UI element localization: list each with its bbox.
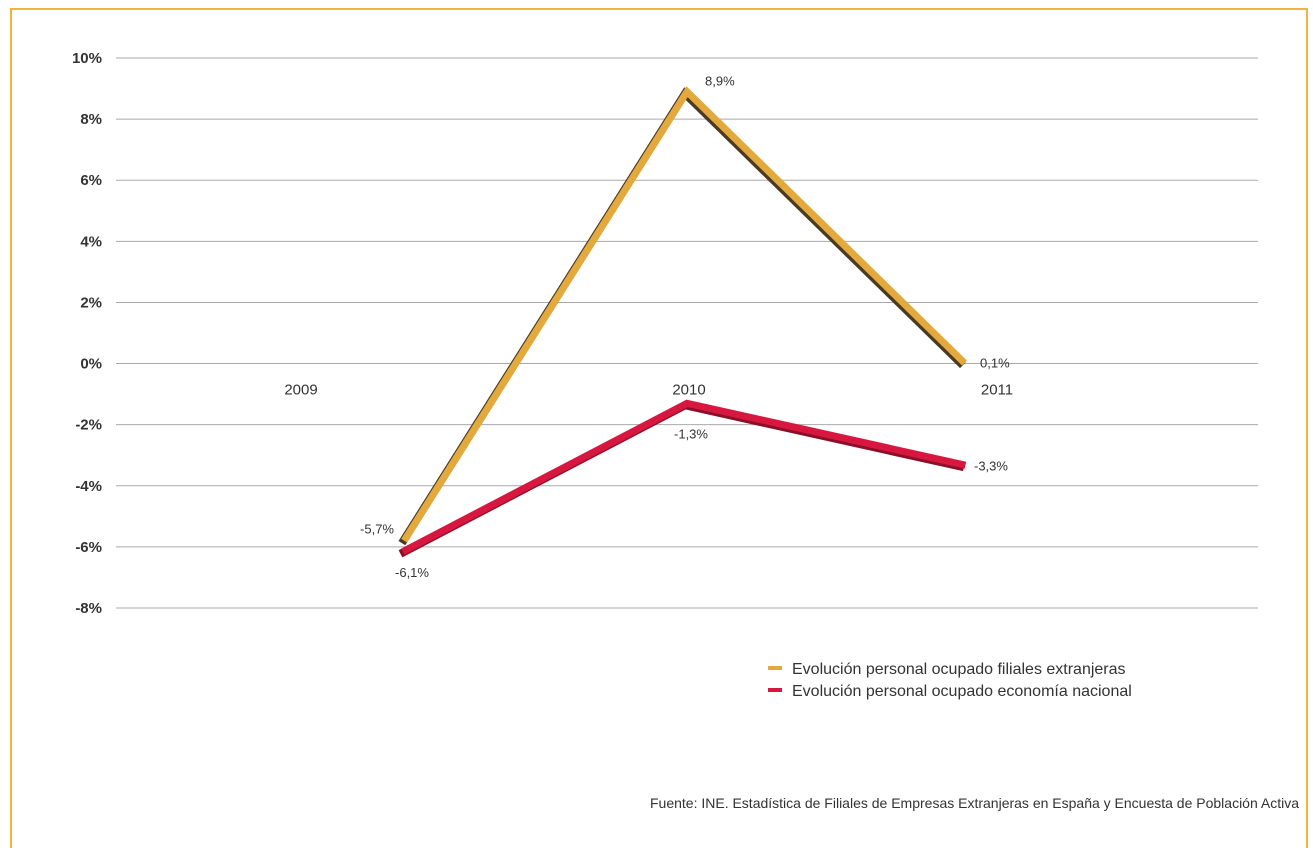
y-tick-label: 6% (80, 172, 102, 189)
series-group (398, 86, 967, 558)
data-point (961, 463, 963, 466)
x-tick-label: 2009 (284, 382, 317, 399)
y-tick-label: 2% (80, 294, 102, 311)
y-tick-label: 10% (72, 50, 102, 67)
series-line (401, 399, 967, 555)
y-tick-label: -2% (75, 417, 102, 434)
data-point (405, 536, 407, 539)
data-point (686, 402, 688, 405)
legend: Evolución personal ocupado filiales extr… (768, 661, 1132, 700)
y-tick-label: -8% (75, 600, 102, 617)
legend-label: Evolución personal ocupado economía naci… (792, 683, 1132, 700)
y-tick-label: -6% (75, 539, 102, 556)
source-note: Fuente: INE. Estadística de Filiales de … (649, 795, 1299, 811)
y-tick-label: -4% (75, 478, 102, 495)
x-axis: 2009 2010 2011 (284, 382, 1013, 399)
y-axis: 10% 8% 6% 4% 2% 0% -2% -4% -6% -8% (72, 50, 102, 617)
data-point (405, 548, 407, 551)
data-label: -3,3% (974, 458, 1008, 473)
x-tick-label: 2011 (981, 382, 1013, 399)
data-label: 8,9% (705, 74, 735, 89)
data-point (961, 359, 963, 362)
y-tick-label: 4% (80, 233, 102, 250)
series-line-shadow (398, 87, 966, 546)
gridlines (116, 57, 1258, 609)
data-label: -5,7% (360, 522, 394, 537)
data-label: -6,1% (395, 565, 429, 580)
chart-frame (10, 8, 1308, 848)
line-chart: 10% 8% 6% 4% 2% 0% -2% -4% -6% -8% 2009 2010 2011 -… (72, 50, 1258, 700)
series-line (401, 86, 967, 543)
legend-label: Evolución personal ocupado filiales extr… (792, 661, 1126, 678)
data-labels: -5,7% 8,9% 0,1% -6,1% -1,3% -3,3% (360, 74, 1010, 580)
y-tick-label: 0% (80, 356, 102, 373)
y-tick-label: 8% (80, 111, 102, 128)
data-point (686, 90, 688, 93)
data-label: 0,1% (980, 356, 1010, 371)
x-tick-label: 2010 (672, 382, 705, 399)
data-label: -1,3% (674, 426, 708, 441)
